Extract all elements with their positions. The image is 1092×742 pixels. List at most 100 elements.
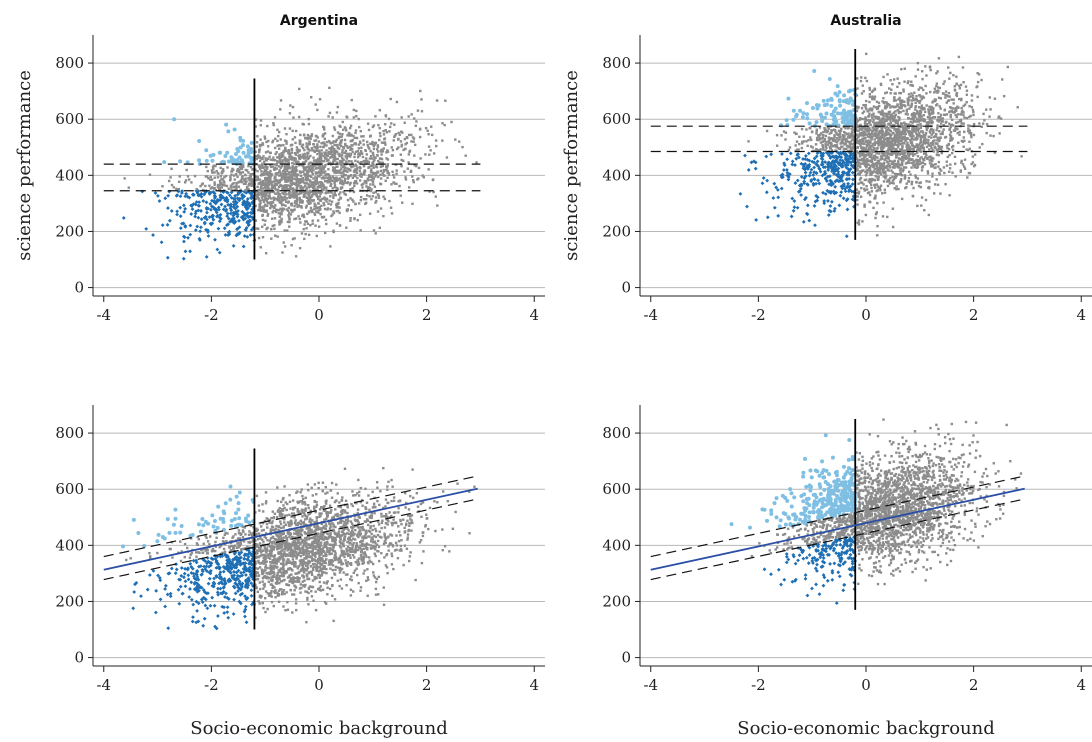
point-grey [921, 130, 924, 133]
point-grey [925, 180, 928, 183]
point-dark-blue [844, 198, 849, 203]
point-grey [384, 165, 388, 168]
point-grey [324, 191, 327, 195]
point-dark-blue [225, 211, 230, 216]
point-grey [282, 143, 285, 147]
point-grey [256, 185, 259, 189]
point-grey [239, 165, 242, 169]
point-dark-blue [790, 159, 795, 164]
point-grey [963, 158, 967, 161]
point-grey [893, 187, 896, 190]
point-grey [413, 154, 416, 157]
point-grey [299, 191, 303, 195]
point-grey [870, 159, 874, 162]
point-grey [284, 172, 288, 176]
point-grey [290, 193, 294, 197]
point-grey [970, 135, 973, 139]
point-grey [882, 144, 885, 148]
point-light-blue [844, 98, 849, 103]
point-dark-blue [182, 239, 186, 244]
point-light-blue [829, 103, 834, 108]
point-grey [271, 180, 274, 184]
point-grey [854, 140, 858, 144]
point-grey [291, 195, 294, 199]
point-grey [272, 122, 275, 125]
point-grey [903, 176, 907, 179]
point-grey [952, 98, 955, 101]
point-grey [380, 161, 383, 165]
point-grey [413, 143, 417, 147]
point-light-blue [835, 84, 840, 89]
point-grey [930, 136, 933, 139]
point-grey [965, 100, 968, 104]
point-grey [332, 194, 335, 197]
point-grey [910, 113, 913, 117]
point-grey [288, 171, 292, 174]
point-grey [184, 179, 188, 182]
point-grey [331, 153, 334, 156]
point-grey [909, 95, 913, 98]
point-grey [379, 165, 383, 168]
point-grey [937, 165, 940, 168]
point-light-blue [238, 135, 243, 140]
point-grey [339, 181, 342, 185]
point-grey [304, 137, 307, 140]
point-grey [827, 139, 830, 143]
point-grey [919, 95, 922, 98]
point-grey [886, 215, 889, 219]
point-grey [386, 176, 389, 179]
point-grey [339, 196, 342, 199]
point-grey [329, 182, 333, 186]
point-grey [863, 133, 866, 136]
point-grey [210, 178, 214, 181]
point-grey [868, 119, 871, 123]
point-grey [244, 189, 247, 192]
point-grey [326, 191, 329, 194]
point-grey [292, 167, 295, 170]
point-grey [896, 129, 899, 133]
point-grey [358, 125, 361, 129]
point-grey [907, 176, 911, 180]
point-dark-blue [217, 207, 221, 212]
point-grey [910, 117, 913, 121]
point-grey [871, 142, 875, 146]
point-dark-blue [178, 194, 183, 199]
point-dark-blue [167, 218, 172, 223]
point-grey [845, 144, 849, 148]
point-grey [848, 141, 852, 144]
point-dark-blue [847, 176, 852, 181]
point-grey [896, 131, 900, 134]
point-grey [894, 113, 897, 116]
point-grey [855, 161, 859, 164]
point-dark-blue [207, 215, 212, 220]
point-grey [283, 229, 286, 232]
point-grey [930, 156, 933, 160]
point-grey [888, 179, 891, 183]
point-grey [907, 80, 910, 83]
point-grey [912, 159, 915, 163]
point-grey [265, 227, 268, 231]
point-grey [332, 168, 336, 171]
point-grey [906, 101, 910, 105]
point-dark-blue [828, 204, 833, 208]
point-dark-blue [144, 226, 149, 231]
point-dark-blue [235, 226, 240, 231]
point-grey [294, 178, 297, 181]
point-grey [938, 173, 942, 176]
point-dark-blue [764, 190, 769, 195]
point-grey [386, 149, 389, 152]
point-grey [388, 199, 391, 203]
point-grey [221, 177, 224, 181]
point-grey [382, 195, 385, 198]
point-grey [313, 212, 316, 215]
point-grey [888, 128, 891, 132]
point-grey [919, 122, 922, 126]
point-grey [402, 148, 405, 152]
point-grey [864, 106, 867, 109]
point-dark-blue [195, 224, 200, 229]
point-grey [918, 142, 922, 145]
point-grey [267, 139, 270, 143]
point-grey [260, 192, 263, 195]
point-grey [875, 100, 879, 103]
point-grey [319, 145, 322, 149]
